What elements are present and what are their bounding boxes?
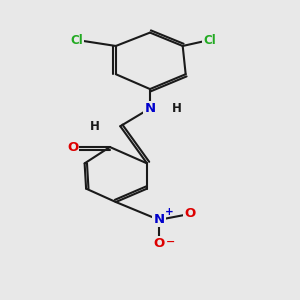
Text: +: + (165, 206, 174, 217)
Text: Cl: Cl (203, 34, 216, 46)
Text: O: O (184, 207, 196, 220)
Text: N: N (144, 102, 156, 115)
Text: H: H (90, 120, 100, 133)
Text: O: O (153, 237, 164, 250)
Text: N: N (153, 213, 164, 226)
Text: O: O (67, 140, 78, 154)
Text: Cl: Cl (71, 34, 84, 46)
Text: −: − (166, 237, 176, 247)
Text: H: H (172, 102, 182, 115)
